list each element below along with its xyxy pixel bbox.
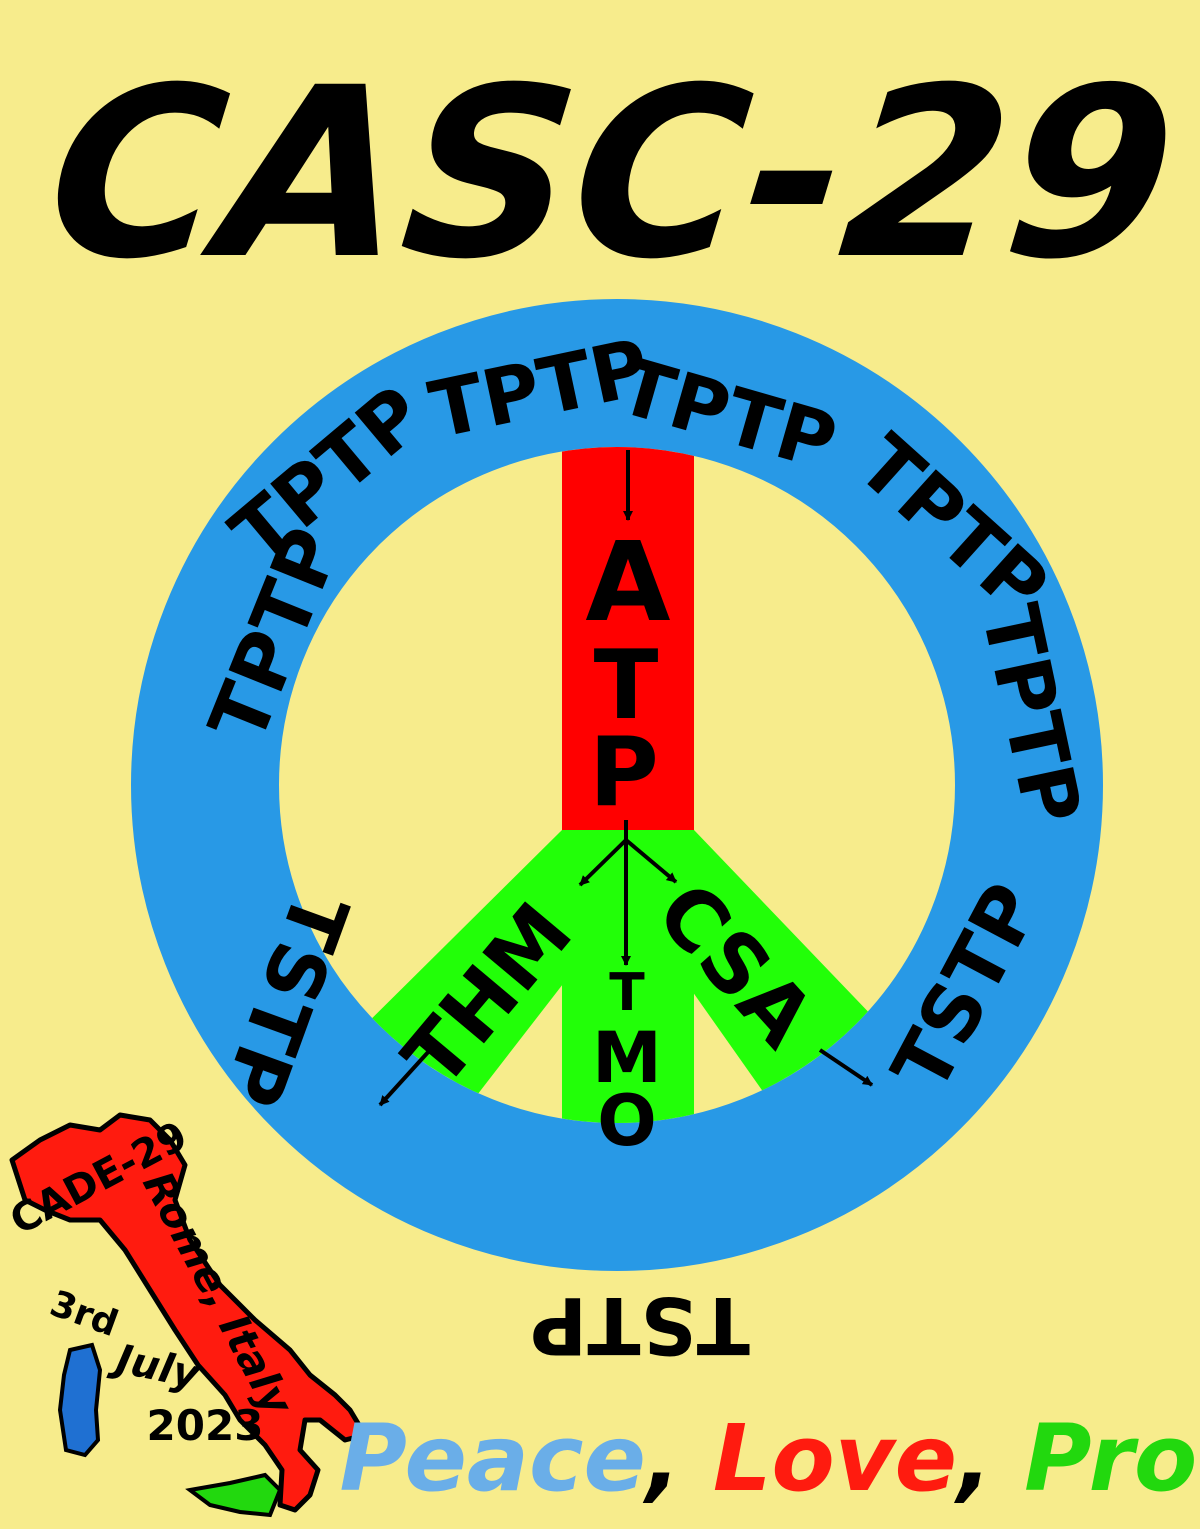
peace-ring [131, 299, 1103, 1271]
slogan-proof: Proof [1024, 1405, 1200, 1512]
tmo-letter-t: T [609, 963, 645, 1023]
tmo-letter-m: M [592, 1017, 662, 1099]
atp-letter-a: A [585, 518, 670, 646]
arrow-atp-to-csa [624, 838, 678, 884]
slogan-comma-2: , [953, 1405, 992, 1512]
poster-title: CASC-29 [37, 37, 1186, 311]
flow-arrows [378, 450, 874, 1107]
atp-letters: A T P [585, 518, 670, 828]
arrow-thm-to-tstp [378, 1048, 432, 1107]
slogan-love: Love [713, 1405, 957, 1512]
date-year: 2023 [147, 1401, 264, 1450]
sicily-island [185, 1472, 283, 1518]
slogan-comma-1: , [642, 1405, 681, 1512]
sardinia-island [57, 1342, 103, 1458]
ring-label-tstp-2: TSTP [530, 1279, 750, 1369]
italy-mainland [9, 1112, 368, 1513]
tmo-letter-o: O [597, 1080, 657, 1162]
slogan-peace: Peace [340, 1405, 646, 1512]
atp-letter-p: P [589, 718, 659, 828]
arrow-atp-to-thm [578, 838, 628, 887]
arrow-csa-to-tstp [818, 1048, 874, 1087]
slogan: Peace, Love, Proof [340, 1405, 1200, 1512]
atp-letter-t: T [594, 631, 659, 741]
